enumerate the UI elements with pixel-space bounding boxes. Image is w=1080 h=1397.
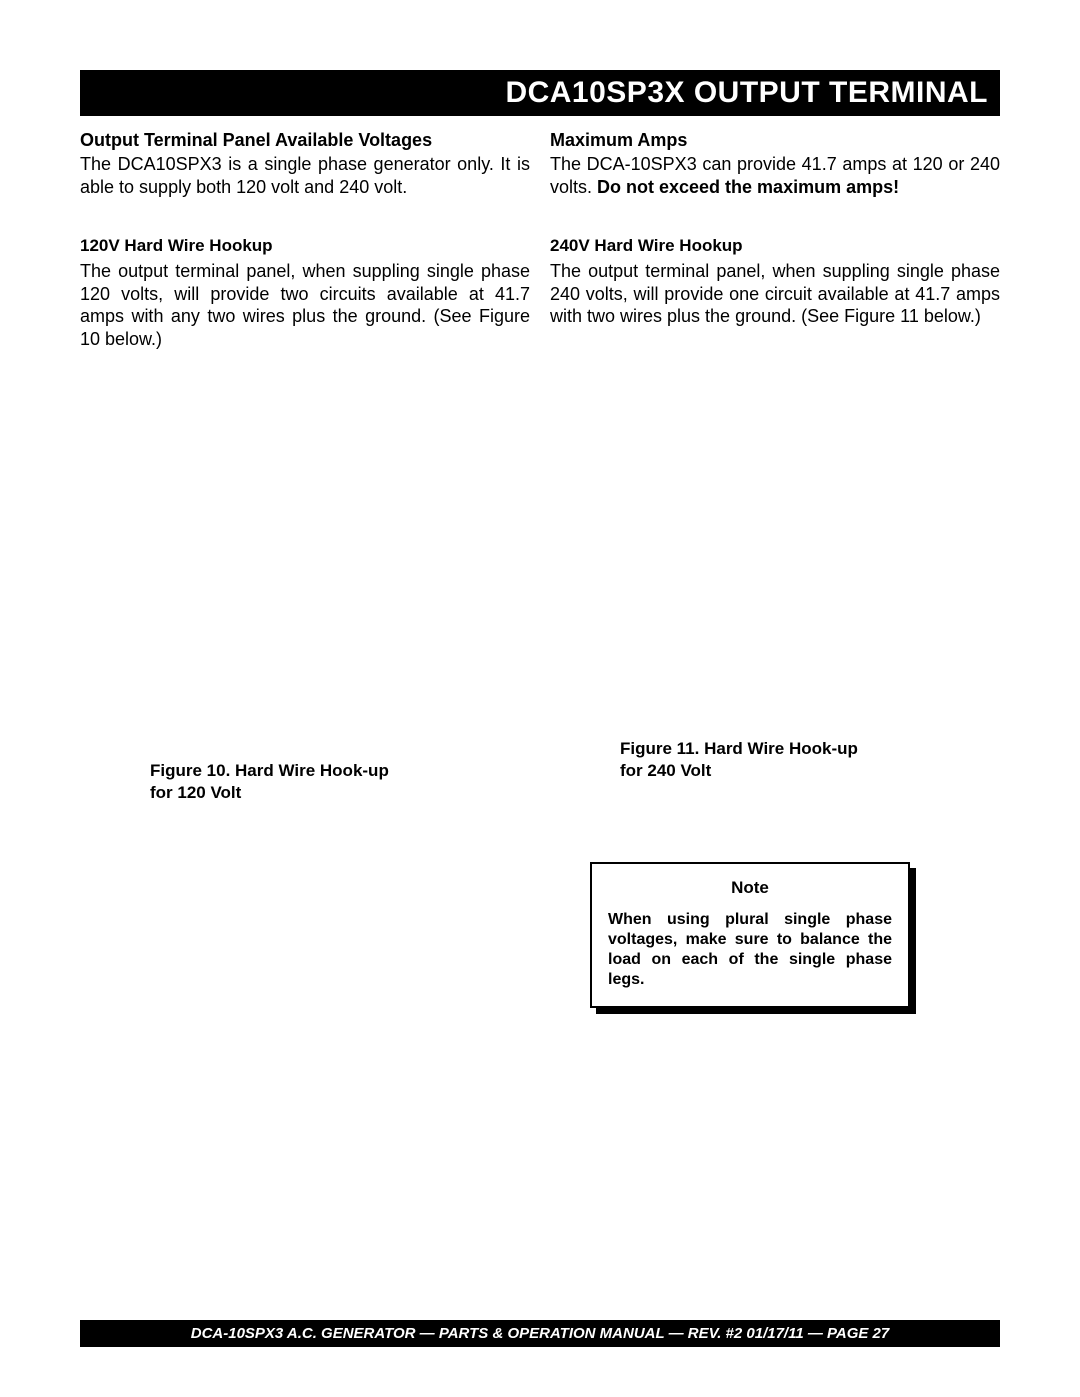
note-box-container: Note When using plural single phase volt… xyxy=(590,862,910,1008)
note-box: Note When using plural single phase volt… xyxy=(590,862,910,1008)
figure-11-caption-line2: for 240 Volt xyxy=(620,761,711,780)
heading-240v-hookup: 240V Hard Wire Hookup xyxy=(550,236,1000,256)
paragraph-max-amps: The DCA-10SPX3 can provide 41.7 amps at … xyxy=(550,153,1000,198)
figure-10-caption: Figure 10. Hard Wire Hook-up for 120 Vol… xyxy=(150,760,530,804)
right-column: Maximum Amps The DCA-10SPX3 can provide … xyxy=(550,130,1000,1008)
figure-10-caption-line1: Figure 10. Hard Wire Hook-up xyxy=(150,761,389,780)
heading-120v-hookup: 120V Hard Wire Hookup xyxy=(80,236,530,256)
content-columns: Output Terminal Panel Available Voltages… xyxy=(80,130,1000,1008)
paragraph-output-voltages: The DCA10SPX3 is a single phase generato… xyxy=(80,153,530,198)
figure-11-caption: Figure 11. Hard Wire Hook-up for 240 Vol… xyxy=(620,738,1000,782)
heading-output-voltages: Output Terminal Panel Available Voltages xyxy=(80,130,530,151)
paragraph-120v-hookup: The output terminal panel, when suppling… xyxy=(80,260,530,350)
figure-10-placeholder xyxy=(80,350,530,760)
heading-max-amps: Maximum Amps xyxy=(550,130,1000,151)
left-column: Output Terminal Panel Available Voltages… xyxy=(80,130,530,1008)
figure-10-caption-line2: for 120 Volt xyxy=(150,783,241,802)
figure-11-placeholder xyxy=(550,328,1000,738)
note-title: Note xyxy=(608,878,892,898)
page-footer-bar: DCA-10SPX3 A.C. GENERATOR — PARTS & OPER… xyxy=(80,1320,1000,1347)
page-header-bar: DCA10SP3X OUTPUT TERMINAL xyxy=(80,70,1000,116)
paragraph-240v-hookup: The output terminal panel, when suppling… xyxy=(550,260,1000,328)
max-amps-warning: Do not exceed the maximum amps! xyxy=(597,177,899,197)
note-body: When using plural single phase voltages,… xyxy=(608,910,892,990)
figure-11-caption-line1: Figure 11. Hard Wire Hook-up xyxy=(620,739,858,758)
